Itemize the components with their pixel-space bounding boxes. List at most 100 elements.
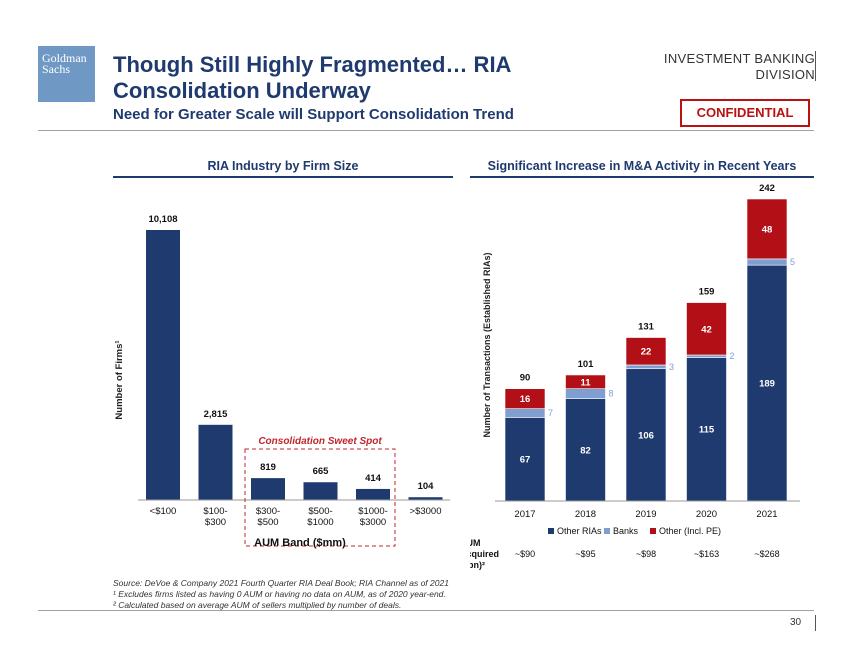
chart1-bars	[146, 230, 443, 500]
sweet-spot-label: Consolidation Sweet Spot	[258, 436, 382, 447]
x-tick-label: 2017	[514, 509, 535, 520]
stacked-segment-2	[565, 374, 606, 389]
x-tick-label: $100-	[203, 506, 227, 517]
firm-size-bar	[146, 230, 180, 500]
total-value-label: 131	[638, 322, 655, 333]
chart2-labels: 67 7 16 90 2017 82 8 11 101 2018 106 3 22 131 2019 115 2…	[514, 183, 795, 520]
goldman-sachs-logo: Goldman Sachs	[38, 46, 95, 102]
logo-line-1: Goldman	[42, 51, 87, 65]
segment-value-label: 67	[520, 455, 531, 466]
stacked-segment-0	[746, 264, 788, 502]
chart2-legend: Other RIAs Banks Other (Incl. PE)	[548, 526, 721, 536]
total-value-label: 159	[699, 287, 715, 298]
page-subtitle: Need for Greater Scale will Support Cons…	[113, 106, 514, 123]
legend-swatch	[650, 528, 656, 534]
footnotes: Source: DeVoe & Company 2021 Fourth Quar…	[113, 578, 449, 611]
segment-value-label: 189	[759, 379, 775, 390]
aum-acquired-row: AUMAcquired($bn)² ~$90 ~$95 ~$98 ~$163 ~$268	[470, 538, 780, 570]
bar-value-label: 104	[418, 481, 435, 492]
division-line-2: DIVISION	[755, 67, 815, 82]
x-tick-label: $300-	[256, 506, 280, 517]
chart2-title: Significant Increase in M&A Activity in …	[487, 159, 797, 173]
chart1-title: RIA Industry by Firm Size	[207, 159, 359, 173]
division-label: INVESTMENT BANKING DIVISION	[655, 51, 815, 83]
segment-value-label: 11	[580, 377, 591, 388]
stacked-segment-2	[625, 337, 667, 366]
chart1-labels: 10,108 <$100 2,815 $100-$300 819 $300-$500 665…	[148, 214, 441, 528]
stacked-segment-1	[565, 388, 606, 399]
firm-size-bar	[251, 478, 285, 500]
firm-size-bar	[198, 424, 233, 500]
aum-value: ~$268	[754, 549, 779, 559]
bar-value-label: 414	[365, 473, 382, 484]
footer-rule	[38, 610, 814, 611]
page-title: Though Still Highly Fragmented… RIA Cons…	[113, 52, 511, 103]
bar-value-label: 2,815	[204, 409, 228, 420]
bar-value-label: 665	[313, 466, 330, 477]
division-divider	[815, 51, 816, 81]
footnote-1: ¹ Excludes firms listed as having 0 AUM …	[113, 589, 446, 599]
segment-value-label: 106	[638, 430, 654, 441]
stacked-segment-2	[686, 302, 727, 356]
aum-value: ~$90	[515, 549, 535, 559]
segment-value-label: 42	[701, 324, 712, 335]
x-tick-label: 2020	[696, 509, 717, 520]
banks-value-label: 3	[669, 362, 674, 372]
legend-label: Other (Incl. PE)	[659, 526, 721, 536]
segment-value-label: 115	[699, 425, 715, 436]
total-value-label: 242	[759, 183, 775, 194]
page-number-divider	[815, 615, 816, 631]
banks-value-label: 7	[548, 408, 553, 418]
aum-row-label: AUM	[470, 538, 481, 548]
x-tick-label: <$100	[150, 506, 177, 517]
x-tick-label: 2021	[756, 509, 777, 520]
banks-value-label: 8	[609, 389, 614, 399]
stacked-segment-2	[504, 388, 546, 409]
stacked-segment-0	[625, 368, 667, 502]
total-value-label: 90	[520, 373, 531, 384]
chart2-ylabel: Number of Transactions (Established RIAs…	[482, 252, 492, 437]
page-number: 30	[790, 617, 802, 628]
footnote-source: Source: DeVoe & Company 2021 Fourth Quar…	[113, 578, 449, 588]
legend-label: Banks	[613, 526, 639, 536]
confidential-badge: CONFIDENTIAL	[680, 99, 810, 127]
aum-value: ~$98	[636, 549, 656, 559]
firm-size-bar	[356, 488, 390, 500]
chart1-title-rule	[113, 176, 453, 178]
segment-value-label: 16	[520, 394, 531, 405]
chart2-bars	[504, 198, 788, 502]
aum-value: ~$163	[694, 549, 719, 559]
stacked-segment-0	[565, 398, 606, 502]
aum-row-label: Acquired	[470, 549, 499, 559]
bar-value-label: 10,108	[148, 214, 177, 225]
segment-value-label: 22	[641, 347, 652, 358]
stacked-segment-0	[504, 417, 546, 502]
stacked-segment-1	[686, 354, 727, 358]
firm-size-chart: 10,108 <$100 2,815 $100-$300 819 $300-$500 665…	[114, 214, 450, 549]
bar-value-label: 819	[260, 462, 276, 473]
x-tick-label: $3000	[360, 517, 386, 528]
legend-swatch	[604, 528, 610, 534]
stacked-segment-1	[746, 258, 788, 266]
aum-row-label: ($bn)²	[470, 560, 485, 570]
firm-size-bar	[408, 497, 443, 500]
segment-value-label: 82	[580, 445, 591, 456]
ma-activity-chart: 67 7 16 90 2017 82 8 11 101 2018 106 3 22 131 2019 115 2…	[470, 183, 800, 570]
stacked-segment-0	[686, 357, 727, 502]
stacked-segment-2	[746, 198, 788, 260]
banks-value-label: 5	[790, 257, 795, 267]
legend-label: Other RIAs	[557, 526, 602, 536]
logo-line-2: Sachs	[42, 62, 70, 76]
stacked-segment-1	[504, 408, 546, 418]
x-tick-label: $1000-	[358, 506, 388, 517]
footnote-2: ² Calculated based on average AUM of sel…	[113, 600, 402, 610]
x-tick-label: $1000	[307, 517, 333, 528]
chart1-xlabel: AUM Band ($mm)	[254, 537, 346, 549]
x-tick-label: $500-	[308, 506, 332, 517]
x-tick-label: 2019	[635, 509, 656, 520]
firm-size-bar	[303, 482, 338, 500]
total-value-label: 101	[578, 359, 595, 370]
stacked-segment-1	[625, 364, 667, 370]
division-line-1: INVESTMENT BANKING	[663, 51, 815, 66]
x-tick-label: $500	[257, 517, 278, 528]
